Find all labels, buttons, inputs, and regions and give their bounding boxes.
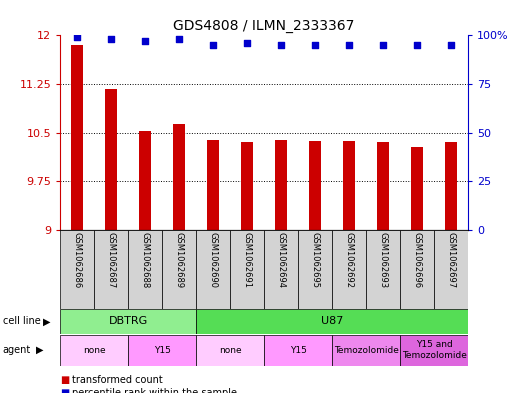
Text: ■: ■ bbox=[60, 388, 70, 393]
Bar bbox=[139, 131, 151, 230]
Point bbox=[175, 36, 184, 42]
Bar bbox=[400, 335, 468, 365]
Text: GSM1062687: GSM1062687 bbox=[107, 232, 116, 288]
Point bbox=[345, 42, 354, 48]
Bar bbox=[332, 230, 366, 309]
Text: percentile rank within the sample: percentile rank within the sample bbox=[72, 388, 237, 393]
Text: ▶: ▶ bbox=[43, 316, 51, 326]
Text: U87: U87 bbox=[321, 316, 343, 326]
Bar bbox=[434, 230, 468, 309]
Title: GDS4808 / ILMN_2333367: GDS4808 / ILMN_2333367 bbox=[174, 19, 355, 33]
Point bbox=[243, 40, 252, 46]
Bar bbox=[275, 140, 287, 230]
Bar bbox=[196, 230, 230, 309]
Bar bbox=[105, 88, 117, 230]
Bar bbox=[196, 335, 264, 365]
Text: GSM1062690: GSM1062690 bbox=[209, 232, 218, 288]
Bar bbox=[264, 230, 298, 309]
Text: none: none bbox=[219, 346, 242, 354]
Bar bbox=[309, 141, 321, 230]
Bar bbox=[241, 142, 253, 230]
Text: cell line: cell line bbox=[3, 316, 40, 326]
Text: Y15: Y15 bbox=[154, 346, 170, 354]
Text: GSM1062691: GSM1062691 bbox=[243, 232, 252, 288]
Text: DBTRG: DBTRG bbox=[108, 316, 148, 326]
Text: transformed count: transformed count bbox=[72, 375, 163, 385]
Text: Y15 and
Temozolomide: Y15 and Temozolomide bbox=[402, 340, 467, 360]
Bar bbox=[400, 230, 434, 309]
Bar bbox=[230, 230, 264, 309]
Bar bbox=[60, 335, 128, 365]
Bar bbox=[60, 309, 196, 334]
Point bbox=[379, 42, 388, 48]
Text: GSM1062694: GSM1062694 bbox=[277, 232, 286, 288]
Bar bbox=[94, 230, 128, 309]
Point bbox=[73, 34, 82, 40]
Text: ■: ■ bbox=[60, 375, 70, 385]
Text: GSM1062688: GSM1062688 bbox=[141, 232, 150, 288]
Bar bbox=[366, 230, 400, 309]
Text: GSM1062686: GSM1062686 bbox=[73, 232, 82, 288]
Bar bbox=[128, 335, 196, 365]
Bar bbox=[411, 147, 423, 230]
Text: Y15: Y15 bbox=[290, 346, 306, 354]
Point bbox=[311, 42, 320, 48]
Text: GSM1062693: GSM1062693 bbox=[379, 232, 388, 288]
Bar bbox=[207, 140, 219, 230]
Bar bbox=[173, 124, 185, 230]
Point bbox=[277, 42, 286, 48]
Bar bbox=[60, 230, 94, 309]
Bar bbox=[71, 45, 83, 230]
Bar bbox=[343, 141, 355, 230]
Bar bbox=[377, 142, 389, 230]
Text: GSM1062697: GSM1062697 bbox=[447, 232, 456, 288]
Text: ▶: ▶ bbox=[36, 345, 43, 355]
Text: none: none bbox=[83, 346, 106, 354]
Text: GSM1062695: GSM1062695 bbox=[311, 232, 320, 288]
Bar bbox=[196, 309, 468, 334]
Bar bbox=[332, 335, 400, 365]
Point bbox=[413, 42, 422, 48]
Point bbox=[141, 38, 150, 44]
Text: GSM1062692: GSM1062692 bbox=[345, 232, 354, 288]
Text: GSM1062696: GSM1062696 bbox=[413, 232, 422, 288]
Point bbox=[209, 42, 218, 48]
Point bbox=[447, 42, 456, 48]
Bar bbox=[162, 230, 196, 309]
Text: agent: agent bbox=[3, 345, 31, 355]
Bar bbox=[445, 142, 457, 230]
Text: Temozolomide: Temozolomide bbox=[334, 346, 399, 354]
Text: GSM1062689: GSM1062689 bbox=[175, 232, 184, 288]
Bar bbox=[128, 230, 162, 309]
Bar bbox=[264, 335, 332, 365]
Point bbox=[107, 36, 116, 42]
Bar bbox=[298, 230, 332, 309]
